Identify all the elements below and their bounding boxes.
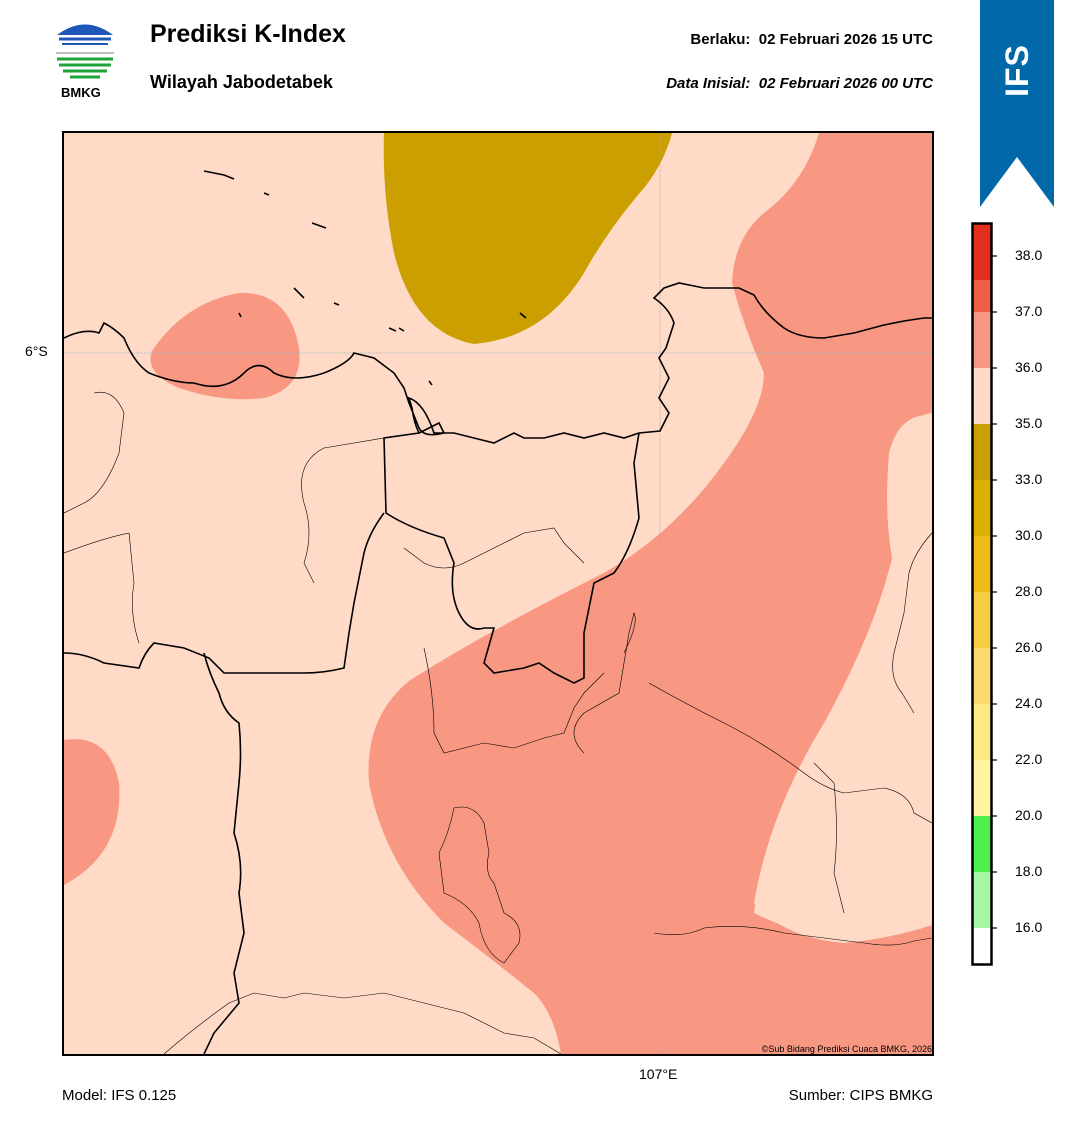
colorbar-tick-label: 37.0 [1015, 303, 1043, 319]
colorbar-segment [973, 480, 991, 536]
bmkg-logo-icon [56, 24, 114, 79]
region-subtitle: Wilayah Jabodetabek [150, 72, 333, 92]
colorbar-segment [973, 928, 991, 965]
lon-label-107e: 107°E [639, 1066, 678, 1082]
page-title: Prediksi K-Index [150, 20, 346, 48]
colorbar-segment [973, 592, 991, 648]
colorbar-segment [973, 424, 991, 480]
map-canvas [64, 133, 932, 1054]
colorbar-tick-label: 22.0 [1015, 751, 1043, 767]
model-label: Model: IFS 0.125 [62, 1087, 177, 1104]
colorbar-segment [973, 648, 991, 704]
colorbar-segment [973, 816, 991, 872]
colorbar-tick-label: 26.0 [1015, 639, 1043, 655]
map-copyright: ©Sub Bidang Prediksi Cuaca BMKG, 2026 [761, 1044, 932, 1054]
colorbar-tick-label: 36.0 [1015, 359, 1043, 375]
colorbar-tick-label: 35.0 [1015, 415, 1043, 431]
colorbar-segment [973, 536, 991, 592]
colorbar-frame [971, 222, 993, 966]
kindex-zone-36-37-east [368, 133, 932, 1054]
kindex-zone-36-37-west [64, 739, 120, 885]
colorbar-tick-label: 20.0 [1015, 807, 1043, 823]
colorbar-tick-label: 38.0 [1015, 247, 1043, 263]
jakarta-province-boundary [383, 432, 640, 684]
kindex-zone-36-37-northwest [150, 292, 300, 400]
java-north-coastline [64, 282, 932, 444]
k-index-map [62, 131, 934, 1056]
ribbon-label: IFS [998, 43, 1035, 97]
banten-province-boundary [64, 512, 385, 674]
colorbar-segment [973, 704, 991, 760]
logo-text: BMKG [61, 85, 101, 100]
colorbar-tick-label: 28.0 [1015, 583, 1043, 599]
lat-label-6s: 6°S [25, 343, 48, 359]
thousand-islands [203, 170, 527, 386]
colorbar-segment [973, 760, 991, 816]
regency-boundaries [64, 391, 932, 1054]
ifs-ribbon [980, 0, 1054, 207]
colorbar-segment [973, 872, 991, 928]
west-province-boundary [203, 652, 245, 1054]
colorbar-tick-label: 16.0 [1015, 919, 1043, 935]
colorbar-segment [973, 224, 991, 280]
source-label: Sumber: CIPS BMKG [788, 1087, 933, 1104]
colorbar-tick-label: 24.0 [1015, 695, 1043, 711]
colorbar-segment [973, 368, 991, 424]
kindex-zone-33-35-north [383, 133, 672, 344]
colorbar-segment [973, 312, 991, 368]
valid-time: Berlaku: 02 Februari 2026 15 UTC [690, 31, 933, 48]
initial-time: Data Inisial: 02 Februari 2026 00 UTC [666, 75, 933, 92]
kindex-colorbar [971, 222, 997, 966]
colorbar-tick-label: 18.0 [1015, 863, 1043, 879]
colorbar-tick-label: 30.0 [1015, 527, 1043, 543]
colorbar-tick-label: 33.0 [1015, 471, 1043, 487]
kindex-zone-35-36-east [754, 414, 932, 943]
